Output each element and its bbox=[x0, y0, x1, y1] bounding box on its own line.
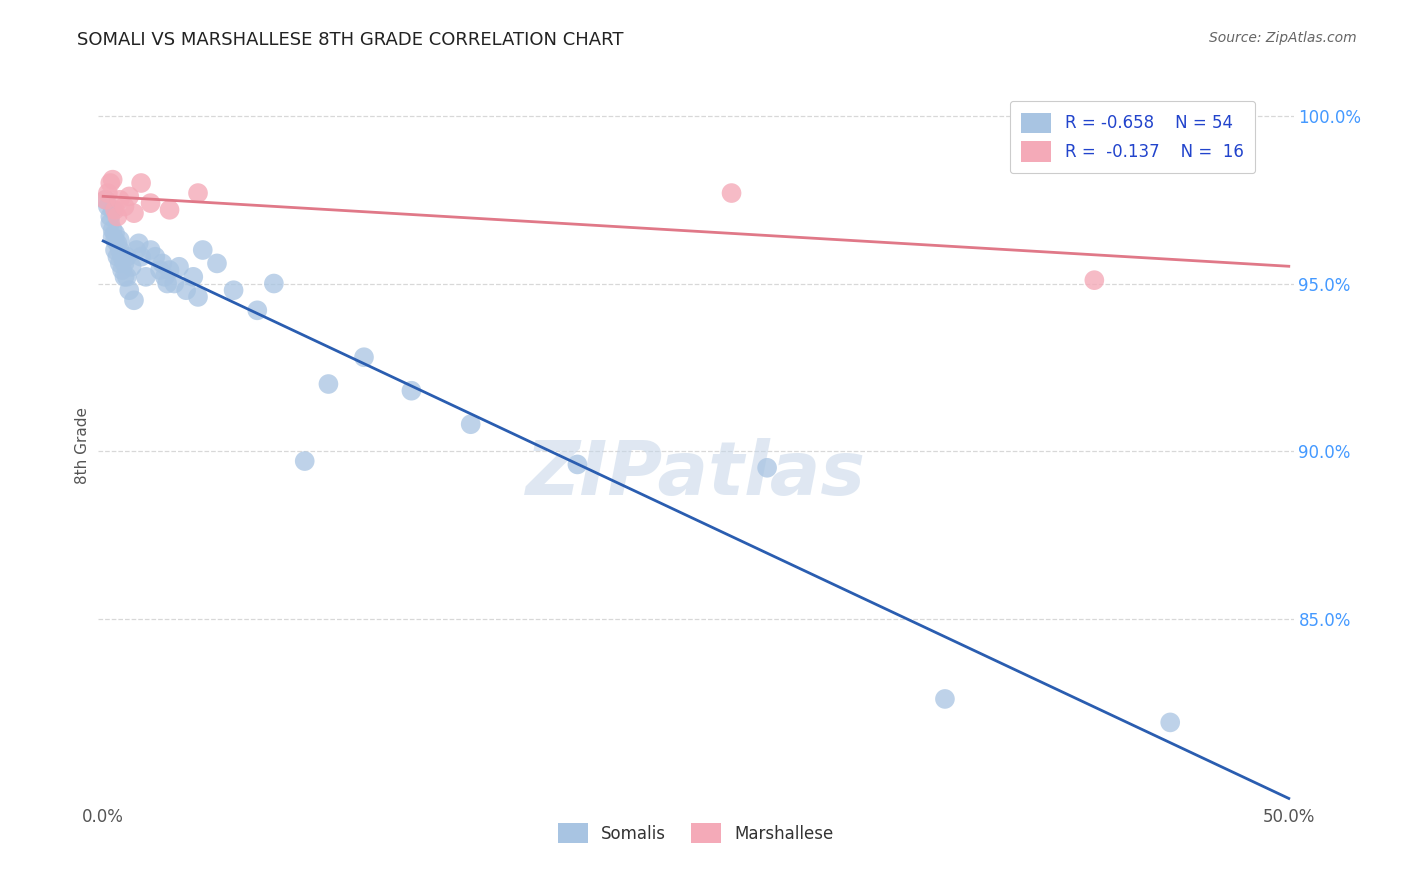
Point bbox=[263, 277, 285, 291]
Point bbox=[104, 233, 127, 247]
Point bbox=[128, 236, 150, 251]
Point bbox=[139, 243, 162, 257]
Point bbox=[181, 269, 204, 284]
Point bbox=[108, 193, 131, 207]
Point bbox=[111, 263, 134, 277]
Text: ZIPatlas: ZIPatlas bbox=[526, 438, 866, 511]
Point bbox=[122, 293, 145, 308]
Point bbox=[143, 250, 166, 264]
Point bbox=[1083, 273, 1105, 287]
Point bbox=[101, 229, 124, 244]
Point bbox=[101, 223, 124, 237]
Point bbox=[115, 269, 138, 284]
Point bbox=[105, 236, 128, 251]
Point bbox=[167, 260, 190, 274]
Point bbox=[318, 377, 340, 392]
Point bbox=[129, 176, 152, 190]
Point bbox=[98, 176, 121, 190]
Point bbox=[720, 186, 742, 200]
Point bbox=[108, 233, 131, 247]
Point bbox=[114, 269, 136, 284]
Point bbox=[294, 454, 316, 468]
Point bbox=[105, 210, 128, 224]
Point bbox=[114, 256, 136, 270]
Point bbox=[153, 269, 176, 284]
Point bbox=[205, 256, 228, 270]
Point bbox=[98, 210, 121, 224]
Point bbox=[104, 227, 127, 241]
Point bbox=[129, 250, 152, 264]
Point bbox=[118, 283, 141, 297]
Text: SOMALI VS MARSHALLESE 8TH GRADE CORRELATION CHART: SOMALI VS MARSHALLESE 8TH GRADE CORRELAT… bbox=[77, 31, 624, 49]
Point bbox=[108, 256, 131, 270]
Point bbox=[187, 186, 209, 200]
Point bbox=[156, 277, 179, 291]
Point bbox=[353, 350, 375, 364]
Y-axis label: 8th Grade: 8th Grade bbox=[75, 408, 90, 484]
Point bbox=[97, 186, 120, 200]
Point bbox=[163, 277, 186, 291]
Point bbox=[118, 189, 141, 203]
Point bbox=[934, 692, 956, 706]
Point bbox=[97, 199, 120, 213]
Point bbox=[460, 417, 482, 432]
Point bbox=[135, 269, 157, 284]
Legend: Somalis, Marshallese: Somalis, Marshallese bbox=[550, 814, 842, 852]
Point bbox=[174, 283, 197, 297]
Point bbox=[101, 202, 124, 217]
Point bbox=[187, 290, 209, 304]
Point bbox=[94, 193, 117, 207]
Point bbox=[111, 250, 134, 264]
Point bbox=[104, 202, 127, 217]
Point bbox=[191, 243, 214, 257]
Point bbox=[1159, 715, 1181, 730]
Point bbox=[139, 196, 162, 211]
Point bbox=[105, 250, 128, 264]
Point bbox=[152, 256, 174, 270]
Point bbox=[567, 458, 589, 472]
Point bbox=[101, 172, 124, 186]
Point bbox=[159, 202, 181, 217]
Point bbox=[401, 384, 423, 398]
Point bbox=[104, 243, 127, 257]
Point bbox=[756, 460, 779, 475]
Point bbox=[114, 199, 136, 213]
Point bbox=[122, 206, 145, 220]
Point bbox=[125, 243, 148, 257]
Text: Source: ZipAtlas.com: Source: ZipAtlas.com bbox=[1209, 31, 1357, 45]
Point bbox=[246, 303, 269, 318]
Point bbox=[115, 250, 138, 264]
Point bbox=[149, 263, 172, 277]
Point bbox=[94, 193, 117, 207]
Point bbox=[108, 243, 131, 257]
Point bbox=[159, 263, 181, 277]
Point bbox=[98, 216, 121, 230]
Point bbox=[222, 283, 245, 297]
Point bbox=[121, 260, 143, 274]
